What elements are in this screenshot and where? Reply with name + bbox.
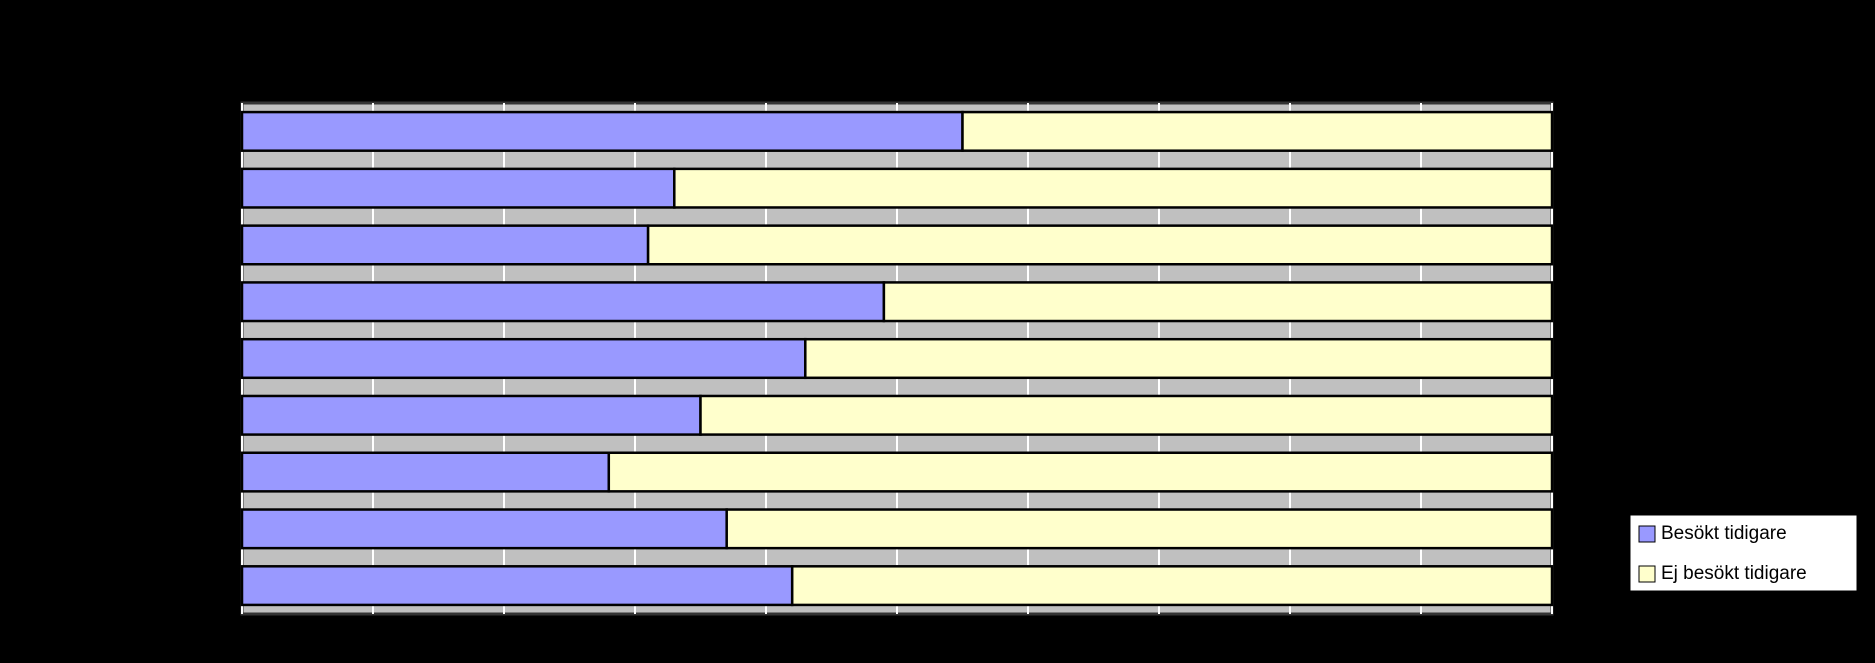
legend-swatch xyxy=(1638,525,1656,543)
legend-label: Ej besökt tidigare xyxy=(1661,563,1807,584)
bar-segment xyxy=(725,508,1554,550)
x-tick-label: 100 xyxy=(1536,623,1568,644)
x-tick-label: 80 xyxy=(1279,623,1300,644)
bar-segment xyxy=(882,281,1554,323)
x-tick-label: 60 xyxy=(1017,623,1038,644)
bar-segment xyxy=(961,110,1554,152)
x-tick-label: 90 xyxy=(1410,623,1431,644)
x-tick-label: 30 xyxy=(624,623,645,644)
bar-segment xyxy=(607,451,1554,493)
x-tick-label: 40 xyxy=(755,623,776,644)
bar-segment xyxy=(673,167,1554,209)
bar-segment xyxy=(240,394,702,436)
legend xyxy=(1629,514,1858,592)
bar-segment xyxy=(240,508,728,550)
legend-swatch xyxy=(1638,565,1656,583)
legend-label: Besökt tidigare xyxy=(1661,523,1787,544)
bar-segment xyxy=(699,394,1554,436)
bar-segment xyxy=(240,110,964,152)
x-tick-label: 0 xyxy=(237,623,248,644)
bar-segment xyxy=(240,281,886,323)
bar-segment xyxy=(240,451,611,493)
bar-segment xyxy=(240,224,650,266)
x-tick-label: 10 xyxy=(362,623,383,644)
bar-segment xyxy=(804,337,1554,380)
bar-segment xyxy=(790,565,1554,607)
bar-segment xyxy=(240,337,807,380)
bar-segment xyxy=(646,224,1554,266)
x-tick-label: 20 xyxy=(493,623,514,644)
bar-segment xyxy=(240,565,794,607)
x-tick-label: 50 xyxy=(886,623,907,644)
bar-segment xyxy=(240,167,676,209)
x-tick-label: 70 xyxy=(1148,623,1169,644)
